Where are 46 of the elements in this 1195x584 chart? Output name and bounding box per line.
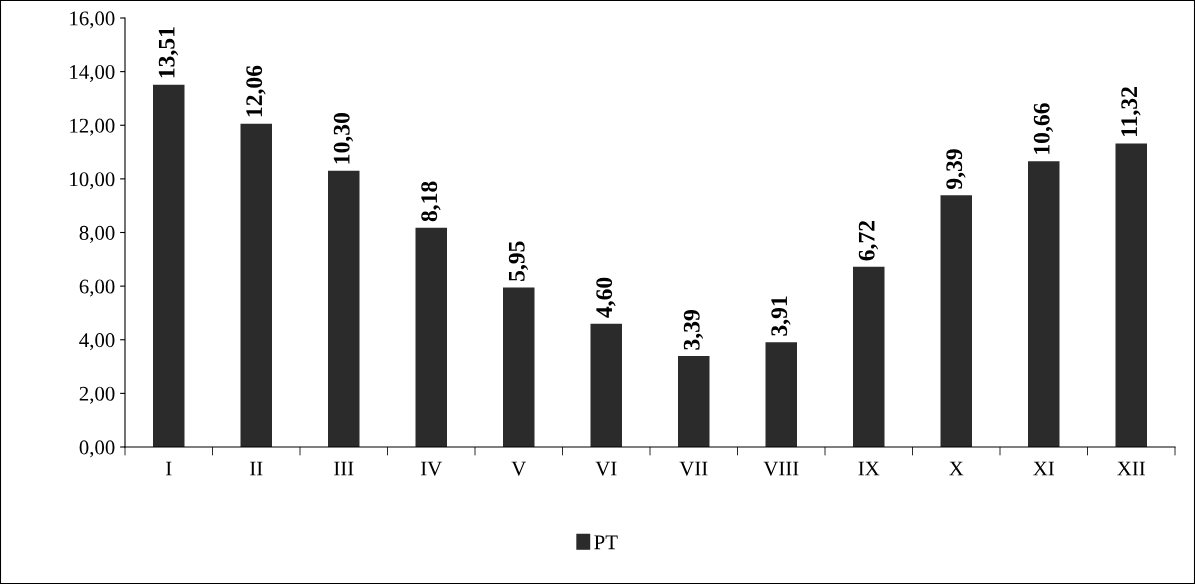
- data-label: 12,06: [246, 65, 266, 117]
- bar: [503, 287, 535, 447]
- bar: [328, 170, 360, 447]
- x-tick-label: VII: [679, 461, 708, 476]
- y-tick-label: 6,00: [79, 279, 115, 297]
- y-tick-label: 2,00: [79, 386, 115, 404]
- bar: [1028, 161, 1060, 447]
- bar: [1115, 143, 1147, 447]
- data-label: 9,39: [946, 149, 966, 190]
- bar: [853, 266, 885, 447]
- x-tick-label: IX: [858, 461, 880, 476]
- y-tick-label: 0,00: [79, 440, 115, 458]
- x-tick-label: IV: [421, 461, 443, 476]
- x-tick-label: XII: [1117, 461, 1145, 476]
- data-label: 3,91: [771, 296, 791, 336]
- data-label: 10,66: [1033, 103, 1054, 154]
- x-tick-label: III: [334, 461, 354, 476]
- data-label: 8,18: [421, 181, 441, 222]
- bar: [415, 227, 447, 447]
- bar: [240, 123, 272, 447]
- data-label: 5,95: [508, 241, 529, 281]
- x-tick-label: I: [166, 461, 172, 476]
- y-tick-label: 8,00: [79, 225, 115, 243]
- data-label: 3,39: [683, 310, 704, 350]
- data-label: 13,51: [158, 27, 179, 78]
- y-tick-label: 10,00: [70, 172, 115, 190]
- data-label: 10,30: [333, 113, 354, 164]
- data-label: 11,32: [1121, 87, 1141, 137]
- y-tick-label: 12,00: [70, 118, 115, 136]
- x-tick-label: II: [250, 461, 263, 476]
- y-tick-label: 14,00: [70, 65, 115, 83]
- bar: [153, 84, 185, 447]
- y-tick-label: 16,00: [70, 11, 115, 29]
- bar: [765, 342, 797, 447]
- bar: [940, 195, 972, 447]
- x-tick-label: VIII: [763, 461, 799, 476]
- bar: [678, 356, 710, 447]
- legend-label: PT: [594, 535, 618, 550]
- bar: [590, 323, 622, 447]
- x-tick-label: X: [949, 461, 964, 476]
- data-label: 4,60: [596, 277, 616, 318]
- x-tick-label: VI: [595, 461, 617, 476]
- y-tick-label: 4,00: [79, 333, 115, 351]
- x-tick-label: XI: [1033, 461, 1055, 476]
- x-tick-label: V: [511, 461, 527, 476]
- data-label: 6,72: [858, 220, 879, 261]
